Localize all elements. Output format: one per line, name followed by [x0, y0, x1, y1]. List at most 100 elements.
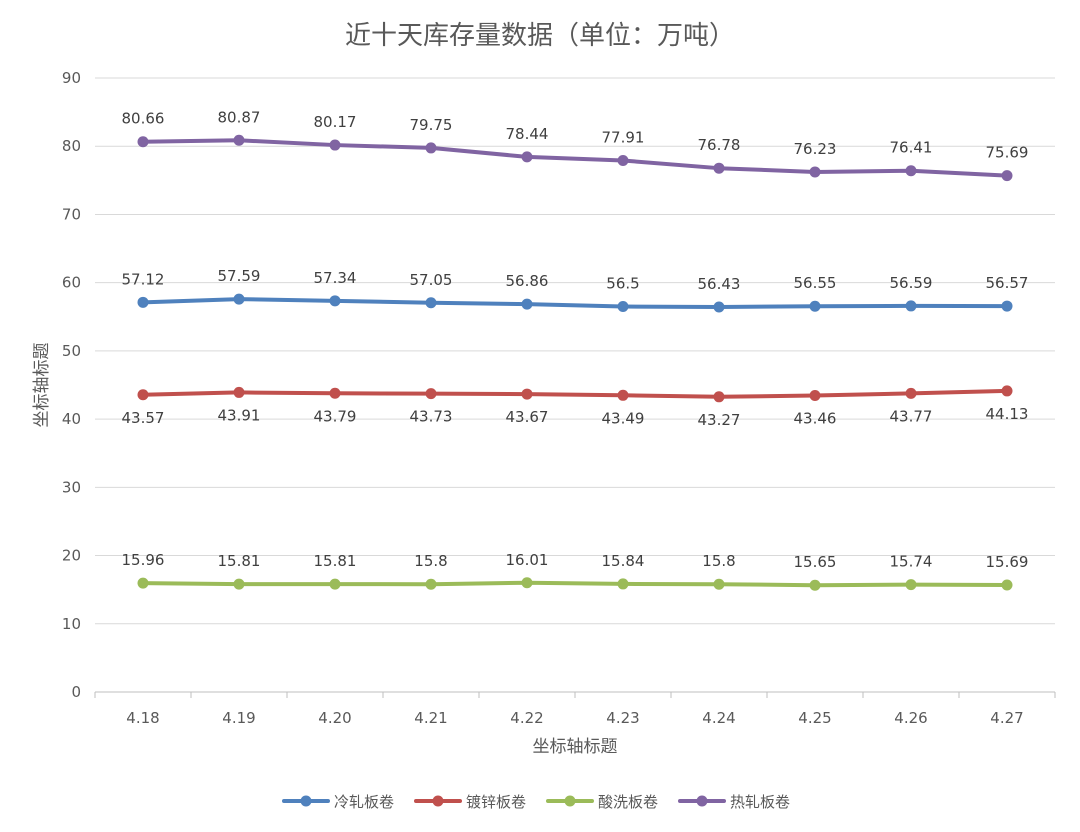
x-tick-label: 4.18 [126, 709, 159, 727]
data-label: 56.55 [794, 274, 837, 292]
data-label: 43.49 [602, 409, 645, 427]
data-point [1001, 385, 1013, 397]
data-label: 76.78 [698, 136, 741, 154]
legend-point-marker [696, 795, 708, 807]
data-label: 78.44 [506, 125, 549, 143]
data-labels: 57.12 57.59 57.34 57.05 56.86 56.5 56.43 56.55 5… [122, 108, 1029, 571]
data-point [425, 388, 437, 400]
data-point [1001, 170, 1013, 182]
data-label: 43.79 [314, 407, 357, 425]
data-point [713, 301, 725, 313]
data-point [521, 151, 533, 163]
data-point [809, 300, 821, 312]
y-axis-title: 坐标轴标题 [32, 343, 52, 428]
series-line-4 [141, 138, 1009, 178]
legend-label: 镀锌板卷 [466, 793, 526, 811]
data-point [713, 162, 725, 174]
y-tick-label: 70 [62, 205, 81, 223]
data-label: 76.41 [890, 139, 933, 157]
data-label: 80.87 [218, 108, 261, 126]
data-point [617, 578, 629, 590]
data-point [521, 388, 533, 400]
x-tick-label: 4.26 [894, 709, 927, 727]
x-axis-title: 坐标轴标题 [533, 737, 618, 757]
data-label: 15.81 [218, 552, 261, 570]
data-point [137, 389, 149, 401]
data-label: 75.69 [986, 144, 1029, 162]
data-point [233, 293, 245, 305]
data-label: 16.01 [506, 551, 549, 569]
data-label: 15.69 [986, 553, 1029, 571]
data-label: 56.86 [506, 272, 549, 290]
data-point [137, 577, 149, 589]
series-line-3 [141, 580, 1009, 588]
data-point [905, 300, 917, 312]
data-point [617, 389, 629, 401]
y-tick-label: 10 [62, 615, 81, 633]
data-point [137, 136, 149, 148]
data-label: 15.8 [702, 552, 735, 570]
data-label: 57.59 [218, 267, 261, 285]
y-tick-label: 20 [62, 547, 81, 565]
data-label: 15.65 [794, 553, 837, 571]
data-point [1001, 300, 1013, 312]
x-tick-label: 4.20 [318, 709, 351, 727]
data-label: 43.91 [218, 406, 261, 424]
x-tick-label: 4.27 [990, 709, 1023, 727]
data-label: 43.67 [506, 408, 549, 426]
data-point [137, 296, 149, 308]
data-point [809, 579, 821, 591]
data-label: 76.23 [794, 140, 837, 158]
data-point [905, 387, 917, 399]
data-label: 80.17 [314, 113, 357, 131]
data-label: 15.84 [602, 552, 645, 570]
legend-point-marker [300, 795, 312, 807]
data-label: 79.75 [410, 116, 453, 134]
data-label: 56.57 [986, 274, 1029, 292]
data-label: 44.13 [986, 405, 1029, 423]
data-label: 56.5 [606, 275, 639, 293]
data-point [233, 134, 245, 146]
x-tick-label: 4.25 [798, 709, 831, 727]
data-label: 80.66 [122, 110, 165, 128]
data-label: 57.05 [410, 271, 453, 289]
data-point [329, 387, 341, 399]
data-label: 15.81 [314, 552, 357, 570]
data-label: 77.91 [602, 128, 645, 146]
legend-point-marker [564, 795, 576, 807]
y-tick-label: 80 [62, 137, 81, 155]
legend: 冷轧板卷 镀锌板卷 酸洗板卷 热轧板卷 [282, 793, 790, 811]
data-label: 43.46 [794, 410, 837, 428]
legend-label: 酸洗板卷 [598, 793, 658, 811]
data-point [617, 154, 629, 166]
data-point [905, 579, 917, 591]
legend-point-marker [432, 795, 444, 807]
data-point [1001, 579, 1013, 591]
y-tick-label: 50 [62, 342, 81, 360]
data-point [425, 578, 437, 590]
y-axis-ticks: 0 10 20 30 40 50 60 70 80 90 [62, 69, 81, 701]
data-label: 56.43 [698, 275, 741, 293]
data-label: 57.34 [314, 269, 357, 287]
x-tick-label: 4.19 [222, 709, 255, 727]
data-label: 15.96 [122, 551, 165, 569]
data-point [329, 578, 341, 590]
data-point [233, 578, 245, 590]
y-tick-label: 60 [62, 274, 81, 292]
data-point [809, 390, 821, 402]
y-tick-label: 0 [71, 683, 81, 701]
legend-label: 热轧板卷 [730, 793, 790, 811]
y-tick-label: 30 [62, 478, 81, 496]
data-point [233, 386, 245, 398]
x-axis: 4.18 4.19 4.20 4.21 4.22 4.23 4.24 4.25 4.26 4.27 [94, 691, 1056, 727]
data-label: 43.73 [410, 408, 453, 426]
data-label: 43.57 [122, 409, 165, 427]
data-label: 15.8 [414, 552, 447, 570]
data-label: 43.27 [698, 411, 741, 429]
gridlines [95, 77, 1055, 625]
data-point [329, 295, 341, 307]
series-line-1 [141, 297, 1009, 310]
data-label: 43.77 [890, 407, 933, 425]
data-point [713, 578, 725, 590]
data-point [521, 298, 533, 310]
